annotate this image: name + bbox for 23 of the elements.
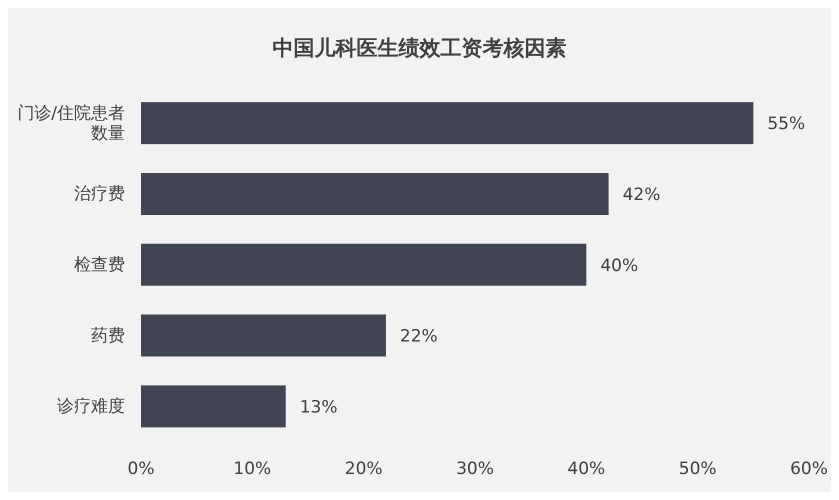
data-label: 22% [400, 326, 438, 347]
y-tick-label: 治疗费 [74, 184, 125, 204]
x-tick-label: 30% [456, 459, 494, 480]
x-tick-label: 10% [233, 459, 272, 480]
x-tick-label: 0% [128, 459, 154, 480]
x-tick-label: 20% [344, 459, 383, 480]
bar [141, 385, 286, 428]
y-tick-label: 门诊/住院患者数量 [17, 103, 125, 144]
x-tick-label: 60% [790, 459, 828, 480]
bar [141, 314, 386, 357]
x-tick-label: 50% [678, 459, 717, 480]
bar [141, 244, 586, 286]
y-tick-label: 药费 [91, 326, 125, 346]
bar [141, 172, 609, 215]
data-label: 42% [622, 184, 660, 205]
chart-title: 中国儿科医生绩效工资考核因素 [272, 35, 568, 62]
data-label: 40% [600, 256, 638, 276]
data-label: 55% [767, 114, 806, 134]
bar [141, 102, 754, 144]
x-tick-label: 40% [567, 459, 606, 480]
data-label: 13% [300, 397, 338, 418]
y-tick-label: 诊疗难度 [57, 396, 125, 417]
y-tick-label: 检查费 [74, 255, 125, 275]
